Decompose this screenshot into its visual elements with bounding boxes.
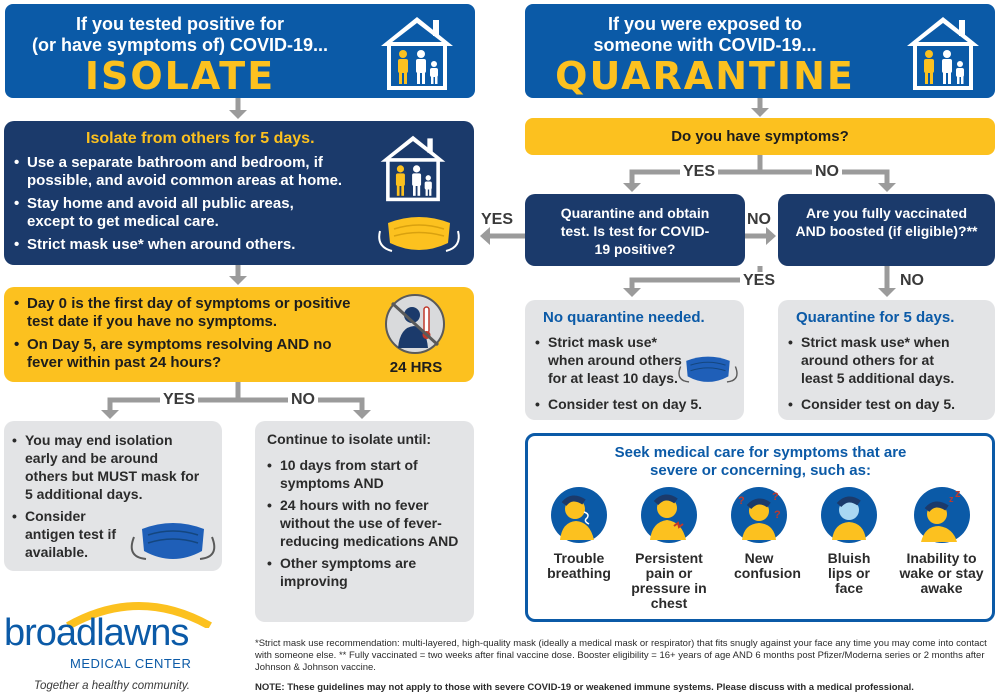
list-item: Stay home and avoid all public areas, ex…: [14, 195, 324, 231]
end-isolation-box: You may end isolation early and be aroun…: [4, 421, 222, 571]
svg-text:?: ?: [738, 495, 745, 507]
symptom-label: Persistent pain or pressure in chest: [631, 550, 707, 611]
symptoms-no-label: NO: [812, 163, 842, 181]
list-item: Strict mask use* when around others for …: [788, 333, 963, 387]
list-item: Other symptoms are improving: [267, 554, 462, 590]
continue-isolation-list: 10 days from start of symptoms AND 24 ho…: [267, 456, 462, 590]
left-no-label: NO: [288, 391, 318, 409]
logo-name: broadlawns: [4, 612, 189, 654]
confusion-icon: ? ? ?: [731, 487, 787, 543]
isolate-5-days-title: Isolate from others for 5 days.: [86, 130, 315, 147]
symptoms-question: Do you have symptoms?: [525, 118, 995, 155]
isolate-5-days-list: Use a separate bathroom and bedroom, if …: [14, 154, 359, 254]
list-item: Day 0 is the first day of symptoms or po…: [14, 295, 359, 331]
bluish-face-icon: [821, 487, 877, 543]
footnote-text: *Strict mask use recommendation: multi-l…: [255, 638, 987, 673]
chest-pain-icon: [641, 487, 697, 543]
list-item: On Day 5, are symptoms resolving AND no …: [14, 336, 359, 372]
vaccinated-no-label: NO: [900, 272, 924, 289]
continue-isolation-title: Continue to isolate until:: [267, 431, 432, 447]
isolate-5-days-box: Isolate from others for 5 days. Use a se…: [4, 121, 474, 265]
medical-care-box: Seek medical care for symptoms that are …: [525, 433, 995, 622]
isolate-header: If you tested positive for (or have symp…: [5, 4, 475, 98]
svg-text:z: z: [955, 488, 961, 500]
positive-no-label: NO: [747, 211, 771, 228]
list-item: Use a separate bathroom and bedroom, if …: [14, 154, 359, 190]
house-family-icon: [381, 17, 453, 90]
list-item: Consider test on day 5.: [535, 395, 735, 413]
list-item: Consider antigen test if available.: [12, 507, 122, 561]
test-question-box: Quarantine and obtain test. Is test for …: [525, 194, 745, 266]
fever-thermometer-icon: [385, 294, 445, 354]
svg-text:?: ?: [772, 491, 779, 503]
left-yes-label: YES: [160, 391, 199, 409]
logo-arc: [66, 602, 212, 628]
quarantine-header: If you were exposed to someone with COVI…: [525, 4, 995, 98]
house-family-icon: [380, 135, 446, 202]
yellow-mask-icon: [378, 217, 460, 252]
symptom-item: z z Inability to wake or stay awake: [894, 486, 989, 596]
positive-yes-label: YES: [481, 211, 514, 228]
test-question-text: Quarantine and obtain test. Is test for …: [560, 205, 710, 257]
continue-isolation-box: Continue to isolate until: 10 days from …: [255, 421, 474, 622]
vaccinated-question-box: Are you fully vaccinated AND boosted (if…: [778, 194, 995, 266]
symptom-item: Persistent pain or pressure in chest: [624, 486, 714, 611]
vaccinated-question-text: Are you fully vaccinated AND boosted (if…: [795, 205, 978, 239]
note-text: NOTE: These guidelines may not apply to …: [255, 682, 914, 693]
quarantine-header-line1: If you were exposed to: [607, 14, 803, 34]
vaccinated-yes-label: YES: [740, 272, 779, 290]
end-isolation-list: You may end isolation early and be aroun…: [12, 431, 202, 561]
broadlawns-logo: broadlawns MEDICAL CENTER Together a hea…: [4, 592, 234, 692]
no-quarantine-list: Strict mask use* when around others for …: [535, 333, 735, 413]
day-5-check-box: Day 0 is the first day of symptoms or po…: [4, 287, 474, 382]
symptom-item: Bluish lips or face: [804, 486, 894, 596]
24-hours-label: 24 HRS: [389, 359, 443, 376]
quarantine-header-line2: someone with COVID-19...: [593, 35, 817, 55]
list-item: You may end isolation early and be aroun…: [12, 431, 202, 503]
blue-mask-icon: [678, 356, 738, 383]
svg-text:?: ?: [774, 509, 781, 521]
symptom-item: ? ? ? New confusion: [714, 486, 804, 581]
unable-to-wake-icon: z z: [913, 487, 970, 543]
logo-subtitle: MEDICAL CENTER: [70, 656, 192, 671]
isolate-header-line1: If you tested positive for: [75, 14, 285, 34]
blue-mask-icon: [130, 523, 216, 560]
symptom-item: Trouble breathing: [534, 486, 624, 581]
symptoms-yes-label: YES: [680, 163, 719, 181]
list-item: Strict mask use* when around others.: [14, 236, 359, 254]
isolate-title: ISOLATE: [84, 54, 276, 98]
symptom-label: Inability to wake or stay awake: [899, 550, 984, 596]
isolate-header-line2: (or have symptoms of) COVID-19...: [31, 35, 329, 55]
medical-care-title: Seek medical care for symptoms that are …: [614, 444, 907, 479]
list-item: 10 days from start of symptoms AND: [267, 456, 462, 492]
symptom-label: Trouble breathing: [547, 550, 611, 581]
quarantine-5-days-title: Quarantine for 5 days.: [796, 309, 955, 326]
house-family-icon: [907, 17, 979, 90]
symptom-label: New confusion: [734, 550, 801, 581]
symptom-label: Bluish lips or face: [827, 550, 871, 596]
logo-tagline: Together a healthy community.: [34, 680, 190, 692]
day-5-check-list: Day 0 is the first day of symptoms or po…: [14, 295, 359, 372]
symptom-icons-row: Trouble breathing Persistent pain or pre…: [534, 486, 989, 616]
quarantine-title: QUARANTINE: [555, 54, 855, 98]
svg-text:z: z: [949, 494, 954, 504]
no-quarantine-box: No quarantine needed. Strict mask use* w…: [525, 300, 744, 420]
trouble-breathing-icon: [551, 487, 607, 543]
list-item: Consider test on day 5.: [788, 395, 978, 413]
quarantine-5-days-box: Quarantine for 5 days. Strict mask use* …: [778, 300, 995, 420]
list-item: 24 hours with no fever without the use o…: [267, 496, 462, 550]
no-quarantine-title: No quarantine needed.: [543, 309, 705, 326]
list-item: Strict mask use* when around others for …: [535, 333, 695, 387]
quarantine-5-days-list: Strict mask use* when around others for …: [788, 333, 978, 413]
